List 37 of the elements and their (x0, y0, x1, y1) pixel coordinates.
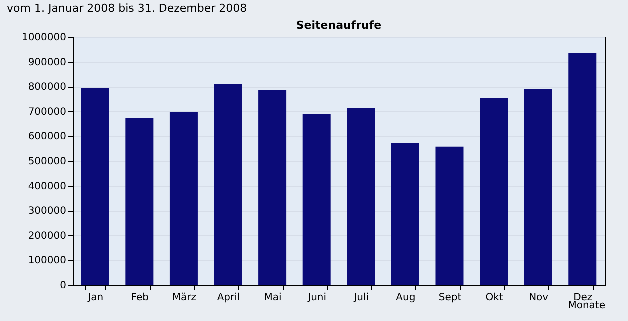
y-tick-label: 700000 (28, 106, 66, 118)
bar (524, 89, 552, 285)
y-tick-label: 600000 (28, 132, 66, 143)
bar (258, 90, 287, 285)
x-axis-title: Monate (568, 300, 606, 312)
chart-title: Seitenaufrufe (296, 19, 382, 32)
x-tick-label: Nov (529, 292, 549, 304)
y-tick-label: 100000 (28, 256, 66, 267)
y-tick-label: 0 (60, 280, 66, 292)
bar (436, 146, 464, 285)
y-tick-label: 200000 (28, 230, 66, 242)
y-tick-label: 800000 (28, 82, 66, 94)
x-tick-label: Aug (396, 292, 416, 304)
x-tick-label: Feb (131, 292, 150, 304)
x-tick-label: Sept (438, 292, 462, 304)
x-tick-label: Juni (307, 292, 327, 304)
y-tick-label: 300000 (28, 206, 66, 218)
y-tick-label: 900000 (28, 57, 66, 68)
bar (480, 98, 508, 285)
y-tick-label: 400000 (28, 181, 66, 192)
bar (302, 114, 331, 285)
bar (347, 108, 376, 285)
x-tick-label: März (172, 292, 197, 304)
y-tick-label: 1000000 (22, 32, 66, 44)
bar (214, 84, 242, 285)
x-tick-label: Mai (264, 292, 282, 304)
bar (170, 112, 198, 285)
x-tick-label: Juli (353, 292, 370, 304)
x-tick-label: Jan (87, 292, 104, 304)
x-tick-label: Okt (486, 292, 504, 304)
y-tick-label: 500000 (28, 156, 66, 168)
x-tick-label: April (217, 292, 240, 304)
bar (568, 53, 597, 285)
bar (126, 118, 154, 285)
bar (391, 143, 420, 285)
text: vom 1. Januar 2008 bis 31. Dezember 2008 (7, 2, 248, 15)
bar (81, 88, 110, 285)
